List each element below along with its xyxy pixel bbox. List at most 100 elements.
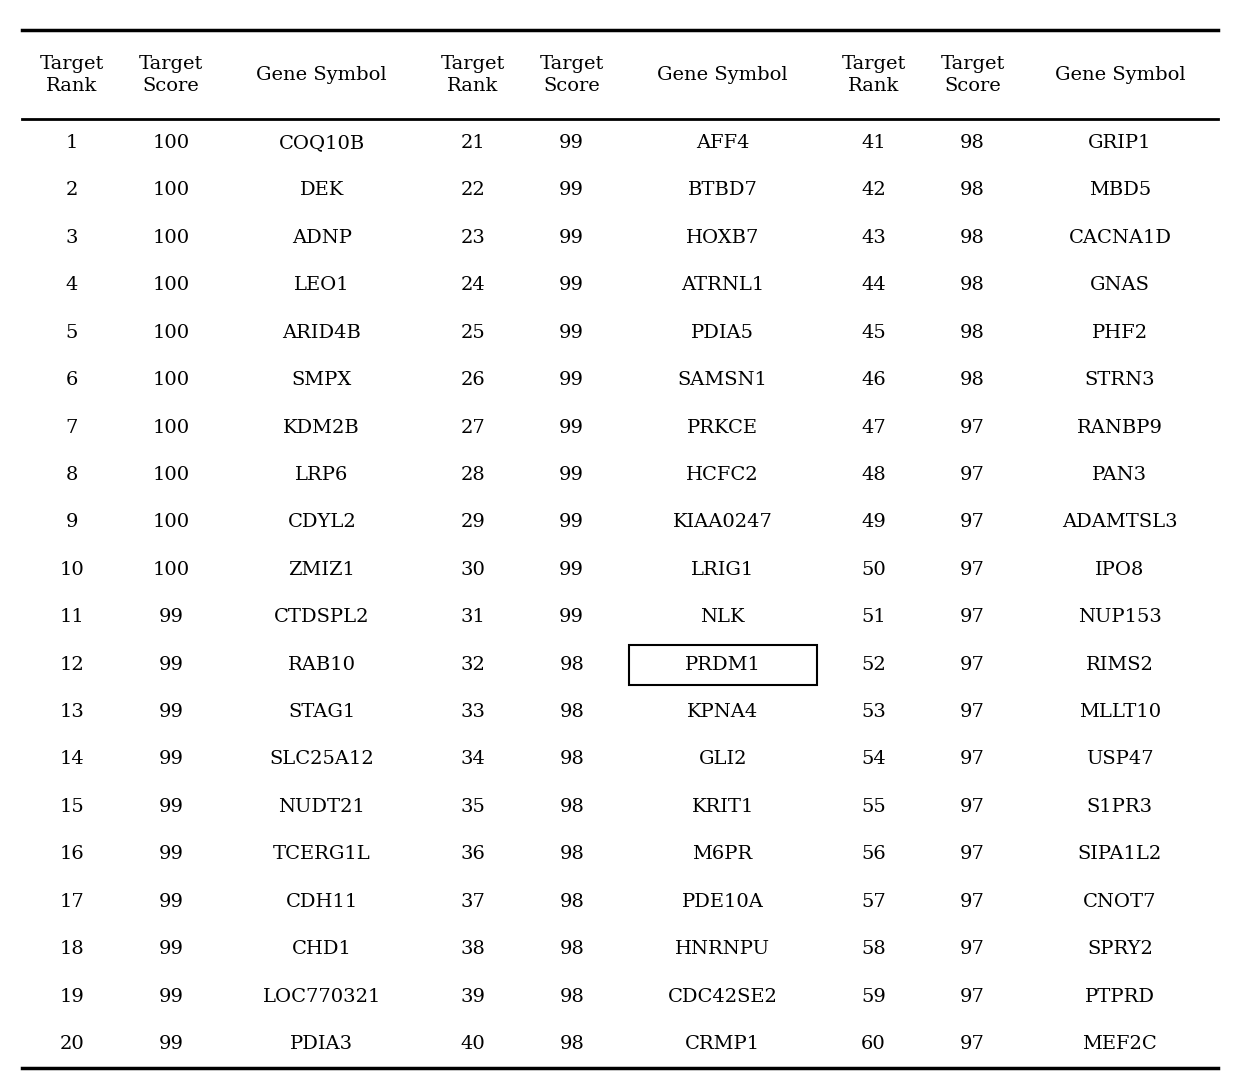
- Text: 29: 29: [460, 514, 485, 531]
- Text: 100: 100: [153, 324, 190, 341]
- Text: AFF4: AFF4: [696, 134, 749, 152]
- Text: KDM2B: KDM2B: [284, 418, 360, 437]
- Text: 99: 99: [559, 514, 584, 531]
- Text: 53: 53: [861, 704, 887, 721]
- Text: STRN3: STRN3: [1085, 371, 1156, 389]
- Text: 51: 51: [862, 608, 885, 627]
- Text: 99: 99: [559, 229, 584, 247]
- Text: 38: 38: [460, 940, 485, 958]
- Text: NLK: NLK: [701, 608, 745, 627]
- Text: Target
Rank: Target Rank: [842, 54, 905, 95]
- Text: 6: 6: [66, 371, 78, 389]
- Text: Target
Score: Target Score: [139, 54, 203, 95]
- Text: 22: 22: [460, 181, 485, 199]
- Text: GRIP1: GRIP1: [1089, 134, 1152, 152]
- Bar: [629, 645, 817, 685]
- Text: S1PR3: S1PR3: [1086, 798, 1153, 816]
- Text: MLLT10: MLLT10: [1079, 704, 1161, 721]
- Text: ZMIZ1: ZMIZ1: [289, 560, 355, 579]
- Text: 55: 55: [862, 798, 885, 816]
- Text: 100: 100: [153, 514, 190, 531]
- Text: Target
Score: Target Score: [940, 54, 1004, 95]
- Text: 60: 60: [862, 1035, 885, 1053]
- Text: 99: 99: [159, 940, 184, 958]
- Text: 59: 59: [861, 988, 887, 1006]
- Text: 23: 23: [460, 229, 485, 247]
- Text: 97: 97: [960, 893, 985, 911]
- Text: 2: 2: [66, 181, 78, 199]
- Text: 98: 98: [559, 988, 584, 1006]
- Text: Target
Rank: Target Rank: [40, 54, 104, 95]
- Text: CACNA1D: CACNA1D: [1069, 229, 1172, 247]
- Text: GNAS: GNAS: [1090, 276, 1149, 294]
- Text: 98: 98: [960, 371, 985, 389]
- Text: PTPRD: PTPRD: [1085, 988, 1154, 1006]
- Text: 98: 98: [960, 181, 985, 199]
- Text: 25: 25: [460, 324, 485, 341]
- Text: 7: 7: [66, 418, 78, 437]
- Text: BTBD7: BTBD7: [688, 181, 758, 199]
- Text: CDYL2: CDYL2: [288, 514, 356, 531]
- Text: 57: 57: [862, 893, 885, 911]
- Text: 98: 98: [960, 276, 985, 294]
- Text: 97: 97: [960, 1035, 985, 1053]
- Text: DEK: DEK: [300, 181, 343, 199]
- Text: 99: 99: [159, 893, 184, 911]
- Text: ARID4B: ARID4B: [283, 324, 361, 341]
- Text: 99: 99: [559, 324, 584, 341]
- Text: 100: 100: [153, 560, 190, 579]
- Text: 28: 28: [460, 466, 485, 483]
- Text: RIMS2: RIMS2: [1086, 656, 1153, 673]
- Text: 99: 99: [559, 276, 584, 294]
- Text: 12: 12: [60, 656, 84, 673]
- Text: 100: 100: [153, 466, 190, 483]
- Text: 99: 99: [159, 846, 184, 863]
- Text: 19: 19: [60, 988, 84, 1006]
- Text: 49: 49: [861, 514, 887, 531]
- Text: 99: 99: [159, 988, 184, 1006]
- Text: LEO1: LEO1: [294, 276, 350, 294]
- Text: 32: 32: [460, 656, 485, 673]
- Text: PAN3: PAN3: [1092, 466, 1147, 483]
- Text: 36: 36: [460, 846, 485, 863]
- Text: 37: 37: [460, 893, 485, 911]
- Text: PDIA5: PDIA5: [691, 324, 754, 341]
- Text: Target
Score: Target Score: [539, 54, 604, 95]
- Text: SPRY2: SPRY2: [1087, 940, 1153, 958]
- Text: 97: 97: [960, 466, 985, 483]
- Text: 98: 98: [960, 324, 985, 341]
- Text: 8: 8: [66, 466, 78, 483]
- Text: 26: 26: [460, 371, 485, 389]
- Text: RAB10: RAB10: [288, 656, 356, 673]
- Text: 97: 97: [960, 514, 985, 531]
- Text: 9: 9: [66, 514, 78, 531]
- Text: 97: 97: [960, 940, 985, 958]
- Text: 98: 98: [559, 704, 584, 721]
- Text: 48: 48: [862, 466, 885, 483]
- Text: 39: 39: [460, 988, 485, 1006]
- Text: 98: 98: [559, 893, 584, 911]
- Text: ADAMTSL3: ADAMTSL3: [1063, 514, 1178, 531]
- Text: 54: 54: [862, 750, 885, 769]
- Text: 99: 99: [559, 418, 584, 437]
- Text: PRKCE: PRKCE: [687, 418, 758, 437]
- Text: Target
Rank: Target Rank: [440, 54, 505, 95]
- Text: 44: 44: [862, 276, 885, 294]
- Text: IPO8: IPO8: [1095, 560, 1145, 579]
- Text: ADNP: ADNP: [291, 229, 352, 247]
- Text: 30: 30: [460, 560, 485, 579]
- Text: 98: 98: [559, 798, 584, 816]
- Text: PDIA3: PDIA3: [290, 1035, 353, 1053]
- Text: 10: 10: [60, 560, 84, 579]
- Text: 52: 52: [862, 656, 885, 673]
- Text: COQ10B: COQ10B: [279, 134, 365, 152]
- Text: CRMP1: CRMP1: [684, 1035, 760, 1053]
- Text: 43: 43: [861, 229, 887, 247]
- Text: 99: 99: [559, 181, 584, 199]
- Text: 98: 98: [960, 134, 985, 152]
- Text: 99: 99: [159, 704, 184, 721]
- Text: 15: 15: [60, 798, 84, 816]
- Text: SIPA1L2: SIPA1L2: [1078, 846, 1162, 863]
- Text: KIAA0247: KIAA0247: [672, 514, 773, 531]
- Text: 97: 97: [960, 846, 985, 863]
